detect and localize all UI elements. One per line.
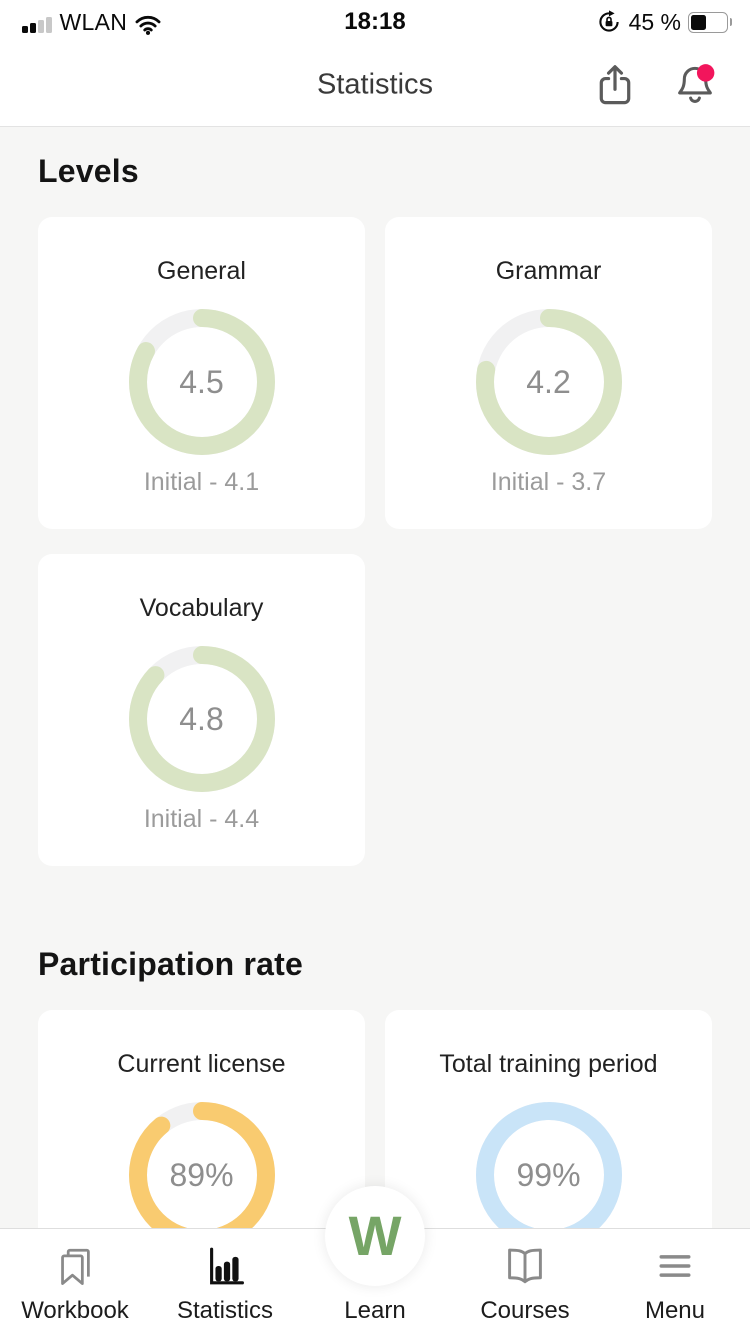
menu-icon [659,1255,691,1277]
wifi-icon [135,15,161,35]
initial-level-label: Initial - 3.7 [490,468,607,496]
tab-label: Courses [480,1297,570,1324]
tab-learn[interactable]: Learn [300,1229,450,1334]
tab-menu[interactable]: Menu [600,1229,750,1334]
statistics-page: Levels General 4.5 Initial - 4.1 Grammar [0,127,750,1333]
rotation-lock-icon [598,10,619,32]
levels-section-title: Levels [38,153,139,189]
initial-level-label: Initial - 4.4 [143,805,260,833]
tab-statistics[interactable]: Statistics [150,1229,300,1334]
general-donut-chart: 4.5 [128,309,275,455]
levels-card-grid: General 4.5 Initial - 4.1 Grammar 4.2 In… [38,217,712,866]
battery-icon [688,11,732,33]
status-time: 18:18 [344,8,406,35]
notification-badge [696,64,715,82]
w-logo: W [348,1204,402,1267]
card-title: Grammar [495,257,602,285]
card-title: Current license [117,1050,286,1078]
donut-value: 89% [169,1156,234,1193]
learn-logo-button[interactable]: W [325,1186,425,1286]
battery-percentage: 45 % [628,8,681,35]
open-book-icon [508,1248,542,1284]
level-card-general[interactable]: General 4.5 Initial - 4.1 [38,217,365,529]
vocabulary-donut-chart: 4.8 [128,646,275,792]
donut-value: 4.8 [179,700,224,737]
share-icon[interactable] [594,63,636,107]
header: Statistics [0,44,750,127]
donut-value: 99% [516,1156,581,1193]
current-license-donut-chart: 89% [128,1102,275,1248]
network-name: WLAN [59,8,128,35]
page-title: Statistics [316,68,434,101]
level-card-vocabulary[interactable]: Vocabulary 4.8 Initial - 4.4 [38,554,365,866]
card-title: Total training period [439,1050,658,1078]
tab-workbook[interactable]: Workbook [0,1229,150,1334]
total-training-donut-chart: 99% [475,1102,622,1248]
donut-value: 4.2 [526,363,571,400]
initial-level-label: Initial - 4.1 [143,468,260,496]
tab-label: Learn [344,1297,406,1324]
tab-label: Workbook [21,1297,129,1324]
card-title: General [157,257,246,285]
bell-icon[interactable] [674,63,716,107]
grammar-donut-chart: 4.2 [475,309,622,455]
participation-section-title: Participation rate [38,946,304,982]
tab-label: Statistics [176,1297,274,1324]
donut-value: 4.5 [179,363,224,400]
card-title: Vocabulary [139,594,264,622]
tab-courses[interactable]: Courses [450,1229,600,1334]
cellular-signal-icon [22,16,52,36]
bookmark-icon [61,1248,90,1285]
status-bar: WLAN 18:18 45 % [0,0,750,44]
tab-label: Menu [644,1297,706,1324]
bar-chart-icon [210,1247,244,1285]
level-card-grammar[interactable]: Grammar 4.2 Initial - 3.7 [385,217,712,529]
